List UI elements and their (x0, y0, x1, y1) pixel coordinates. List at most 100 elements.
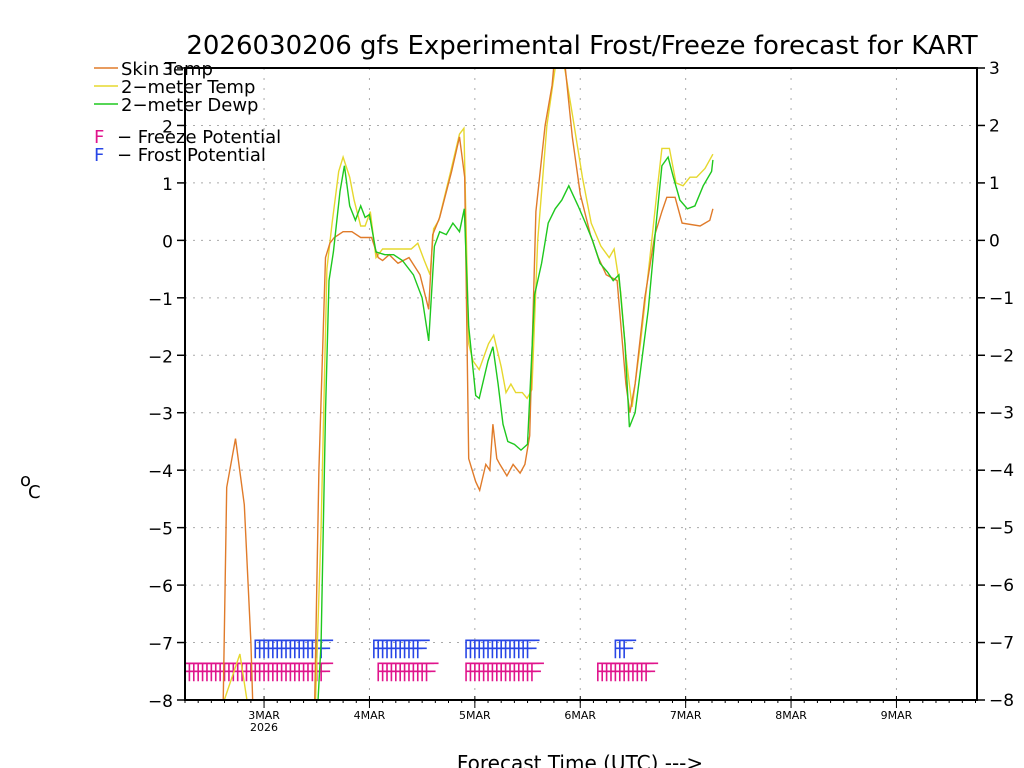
potential-markers (185, 639, 659, 682)
freeze-marker (412, 662, 426, 682)
y-tick-label-left: −4 (148, 462, 173, 482)
freeze-marker (504, 662, 518, 682)
freeze-marker (614, 662, 628, 682)
freeze-marker (381, 662, 395, 682)
y-tick-label-right: 2 (989, 116, 1000, 136)
frost-marker (373, 639, 386, 659)
frost-marker (280, 639, 294, 659)
freeze-marker (474, 662, 487, 682)
freeze-marker (623, 662, 637, 682)
frost-marker (623, 639, 637, 659)
y-tick-label-left: −1 (148, 290, 173, 310)
y-tick-label-left: 3 (162, 60, 173, 80)
series-line-2-meter-temp (223, 653, 248, 700)
y-tick-label-left: −7 (148, 635, 173, 655)
freeze-marker (605, 662, 619, 682)
series-lines (222, 68, 714, 700)
freeze-marker (517, 662, 531, 682)
freeze-marker (399, 662, 413, 682)
series-line-skin-temp (314, 68, 714, 700)
freeze-marker (228, 662, 241, 682)
y-tick-label-left: 1 (162, 175, 173, 195)
y-tick-label-left: −2 (148, 347, 173, 367)
frost-marker (469, 639, 483, 659)
frost-marker (276, 639, 290, 659)
freeze-marker (206, 662, 219, 682)
freeze-marker (377, 662, 391, 682)
y-tick-label-right: −5 (989, 519, 1014, 539)
freeze-marker (280, 662, 294, 682)
freeze-marker (500, 662, 514, 682)
y-tick-label-right: 1 (989, 174, 1000, 194)
legend-entry: 2−meter Temp (94, 77, 255, 98)
legend-label: − Frost Potential (117, 145, 266, 166)
x-tick-label: 6MAR (564, 709, 596, 722)
legend-label: − Freeze Potential (117, 127, 281, 148)
freeze-marker (386, 662, 400, 682)
legend-marker-glyph: F (94, 127, 104, 148)
y-tick-label-right: 0 (989, 231, 1000, 251)
frost-marker (500, 639, 514, 659)
freeze-marker (214, 662, 228, 682)
freeze-marker (496, 662, 509, 682)
freeze-marker (307, 662, 320, 682)
freeze-marker (289, 662, 303, 682)
y-axis-left: 3 2 1 0 −1 −2 −3 −4 −5 −6 −7 −8 (148, 60, 185, 712)
freeze-marker (302, 662, 316, 682)
legend-label: 2−meter Temp (121, 77, 255, 98)
frost-marker (377, 639, 391, 659)
freeze-marker (390, 662, 404, 682)
freeze-marker (416, 662, 430, 682)
y-axis-right: 3 2 1 0 −1 −2 −3 −4 −5 −6 −7 −8 (977, 59, 1014, 711)
freeze-marker (509, 662, 522, 682)
chart-title: 2026030206 gfs Experimental Frost/Freeze… (186, 31, 977, 61)
y-tick-label-right: −1 (989, 289, 1014, 309)
plot-frame (184, 67, 978, 701)
freeze-marker (465, 662, 479, 682)
series-line-2-meter-dewp (317, 155, 714, 700)
grid (185, 67, 977, 701)
freeze-marker (285, 662, 299, 682)
series-line-skin-temp (222, 438, 254, 700)
freeze-marker (403, 662, 417, 682)
freeze-marker (531, 662, 544, 682)
freeze-marker (491, 662, 505, 682)
freeze-marker (526, 662, 540, 682)
y-tick-label-right: 3 (989, 59, 1000, 79)
freeze-marker (201, 662, 215, 682)
freeze-marker (188, 662, 202, 682)
freeze-marker (618, 662, 632, 682)
frost-marker (289, 639, 303, 659)
y-tick-label-left: 0 (162, 232, 173, 252)
y-tick-label-right: −8 (989, 691, 1014, 711)
freeze-marker (645, 662, 659, 682)
freeze-marker (276, 662, 290, 682)
y-tick-label-right: −6 (989, 576, 1014, 596)
y-tick-label-right: −2 (989, 346, 1014, 366)
frost-marker (517, 639, 531, 659)
freeze-marker (469, 662, 483, 682)
legend-label: Skin Temp (121, 59, 213, 80)
freeze-marker (192, 662, 206, 682)
y-tick-label-left: −3 (148, 405, 173, 425)
frost-marker (381, 639, 395, 659)
freeze-marker (601, 662, 615, 682)
frost-marker (416, 639, 430, 659)
legend-entry: F − Freeze Potential (94, 127, 281, 148)
legend-entry: F − Frost Potential (94, 145, 266, 166)
frost-marker (465, 639, 479, 659)
freeze-marker (408, 662, 421, 682)
freeze-marker (597, 662, 610, 682)
freeze-marker (636, 662, 650, 682)
legend-marker-glyph: F (94, 145, 104, 166)
freeze-marker (254, 662, 268, 682)
freeze-marker (293, 662, 307, 682)
legend-label: 2−meter Dewp (121, 95, 258, 116)
legend-entry: 2−meter Dewp (94, 95, 258, 116)
freeze-marker (395, 662, 408, 682)
x-tick-label: 5MAR (459, 709, 491, 722)
freeze-marker (197, 662, 211, 682)
freeze-marker (610, 662, 623, 682)
y-tick-label-right: −3 (989, 404, 1014, 424)
y-tick-label-right: −4 (989, 461, 1014, 481)
